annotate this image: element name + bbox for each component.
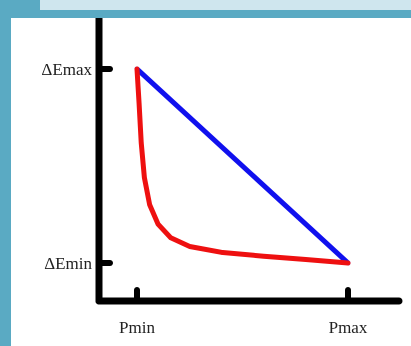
chart-svg: ΔEmax ΔEmin Pmin Pmax <box>41 18 403 337</box>
tick-layer: ΔEmax ΔEmin Pmin Pmax <box>41 60 367 337</box>
x-tick-label: Pmin <box>119 318 155 337</box>
series-layer <box>134 66 351 266</box>
series-2-line <box>134 66 351 266</box>
chart-panel: ΔEmax ΔEmin Pmin Pmax <box>11 18 411 346</box>
series-1-line <box>134 66 351 266</box>
y-tick-label: ΔEmin <box>44 254 92 273</box>
top-banner <box>40 0 411 10</box>
y-tick-label: ΔEmax <box>41 60 92 79</box>
x-tick-label: Pmax <box>329 318 368 337</box>
